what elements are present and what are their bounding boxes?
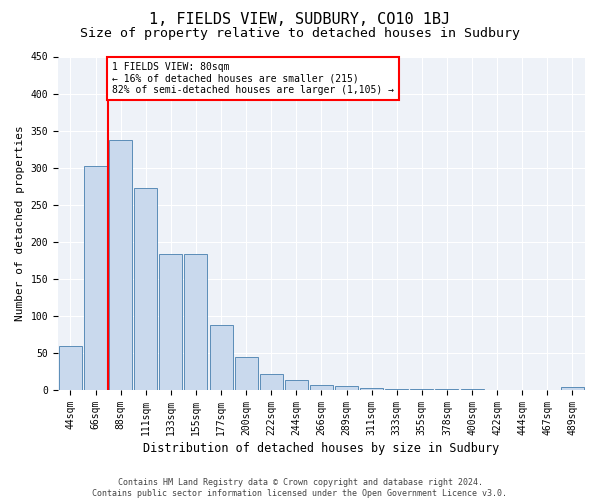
Bar [160,254,182,390]
Text: 1 FIELDS VIEW: 80sqm
← 16% of detached houses are smaller (215)
82% of semi-deta: 1 FIELDS VIEW: 80sqm ← 16% of detached h… [112,62,394,95]
Text: Size of property relative to detached houses in Sudbury: Size of property relative to detached ho… [80,28,520,40]
Bar [84,166,107,390]
Bar [235,358,257,390]
Bar [109,140,132,390]
Text: 1, FIELDS VIEW, SUDBURY, CO10 1BJ: 1, FIELDS VIEW, SUDBURY, CO10 1BJ [149,12,451,28]
Bar [285,380,308,390]
Bar [59,346,82,390]
Bar [134,188,157,390]
Bar [360,388,383,390]
Bar [209,325,233,390]
Bar [561,387,584,390]
Y-axis label: Number of detached properties: Number of detached properties [15,126,25,321]
Bar [410,388,433,390]
X-axis label: Distribution of detached houses by size in Sudbury: Distribution of detached houses by size … [143,442,500,455]
Text: Contains HM Land Registry data © Crown copyright and database right 2024.
Contai: Contains HM Land Registry data © Crown c… [92,478,508,498]
Bar [310,385,333,390]
Bar [184,254,208,390]
Bar [385,388,408,390]
Bar [335,386,358,390]
Bar [260,374,283,390]
